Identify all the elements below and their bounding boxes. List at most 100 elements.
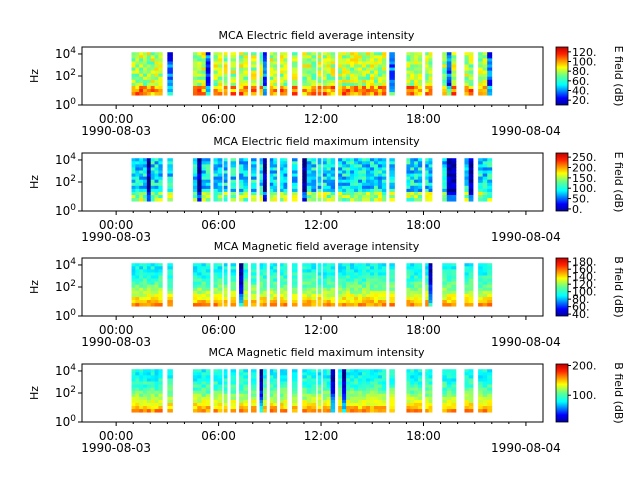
spectrogram-cell bbox=[482, 384, 488, 389]
spectrogram-cell bbox=[366, 281, 371, 286]
spectrogram-cell bbox=[317, 269, 322, 273]
spectrogram-cell bbox=[425, 176, 429, 181]
spectrogram-cell bbox=[446, 296, 452, 301]
spectrogram-cell bbox=[446, 372, 452, 376]
spectrogram-cell bbox=[302, 378, 308, 382]
spectrogram-cell bbox=[143, 92, 148, 96]
spectrogram-cell bbox=[217, 293, 223, 298]
spectrogram-cell bbox=[369, 296, 375, 301]
spectrogram-cell bbox=[425, 195, 429, 199]
spectrogram-cell bbox=[414, 275, 419, 279]
spectrogram-cell bbox=[358, 287, 363, 292]
spectrogram-cell bbox=[230, 67, 237, 72]
spectrogram-cell bbox=[442, 161, 448, 165]
spectrogram-cell bbox=[350, 82, 355, 87]
spectrogram-cell bbox=[342, 266, 347, 270]
spectrogram-cell bbox=[417, 402, 423, 407]
spectrogram-cell bbox=[478, 278, 484, 283]
spectrogram-cell bbox=[135, 300, 140, 304]
spectrogram-cell bbox=[358, 281, 363, 286]
spectrogram-cell bbox=[428, 185, 433, 190]
spectrogram-cell bbox=[302, 381, 308, 385]
spectrogram-cell bbox=[330, 67, 336, 72]
spectrogram-cell bbox=[259, 296, 264, 301]
y-tick-label: 102 bbox=[55, 68, 76, 83]
spectrogram-cell bbox=[350, 67, 355, 72]
spectrogram-cell bbox=[417, 263, 423, 267]
spectrogram-cell bbox=[139, 182, 144, 187]
spectrogram-cell bbox=[273, 290, 278, 295]
spectrogram-cell bbox=[167, 52, 173, 56]
spectrogram-cell bbox=[213, 272, 219, 276]
spectrogram-cell bbox=[464, 275, 470, 279]
spectrogram-cell bbox=[326, 300, 332, 304]
spectrogram-cell bbox=[366, 167, 371, 171]
spectrogram-cell bbox=[451, 396, 457, 401]
colorbar-tick-label: 20. bbox=[572, 94, 590, 107]
spectrogram-cell bbox=[468, 290, 474, 295]
spectrogram-cell bbox=[239, 61, 244, 65]
spectrogram-cell bbox=[464, 281, 470, 286]
spectrogram-cell bbox=[442, 281, 448, 286]
spectrogram-cell bbox=[464, 390, 470, 395]
spectrogram-cell bbox=[131, 278, 136, 283]
spectrogram-cell bbox=[135, 278, 140, 283]
spectrogram-cell bbox=[478, 296, 484, 301]
spectrogram-cell bbox=[223, 92, 228, 96]
spectrogram-cell bbox=[330, 275, 336, 279]
spectrogram-cell bbox=[366, 387, 371, 392]
spectrogram-cell bbox=[283, 167, 288, 171]
spectrogram-cell bbox=[358, 269, 363, 273]
spectrogram-cell bbox=[273, 164, 278, 168]
spectrogram-cell bbox=[201, 191, 207, 196]
spectrogram-cell bbox=[425, 58, 429, 62]
spectrogram-cell bbox=[451, 79, 457, 84]
spectrogram-cell bbox=[158, 67, 163, 72]
spectrogram-cell bbox=[251, 272, 257, 276]
spectrogram-cell bbox=[338, 263, 343, 267]
spectrogram-cell bbox=[311, 300, 317, 304]
spectrogram-cell bbox=[280, 272, 284, 276]
spectrogram-cell bbox=[362, 393, 367, 398]
spectrogram-cell bbox=[135, 179, 140, 184]
spectrogram-cell bbox=[346, 55, 351, 59]
spectrogram-cell bbox=[487, 284, 493, 289]
spectrogram-cell bbox=[167, 179, 173, 184]
spectrogram-cell bbox=[482, 64, 488, 68]
spectrogram-cell bbox=[442, 402, 448, 407]
spectrogram-cell bbox=[425, 266, 429, 270]
spectrogram-cell bbox=[311, 387, 317, 392]
spectrogram-cell bbox=[338, 402, 343, 407]
spectrogram-cell bbox=[350, 170, 355, 174]
spectrogram-cell bbox=[362, 300, 367, 304]
spectrogram-cell bbox=[135, 393, 140, 398]
spectrogram-cell bbox=[414, 179, 419, 184]
spectrogram-cell bbox=[154, 275, 159, 279]
spectrogram-cell bbox=[217, 272, 223, 276]
spectrogram-cell bbox=[369, 173, 375, 178]
spectrogram-cell bbox=[442, 399, 448, 404]
spectrogram-cell bbox=[223, 161, 228, 165]
spectrogram-cell bbox=[143, 269, 148, 273]
spectrogram-cell bbox=[280, 378, 284, 382]
spectrogram-cell bbox=[342, 173, 347, 178]
spectrogram-cell bbox=[201, 167, 207, 171]
spectrogram-cell bbox=[251, 390, 257, 395]
spectrogram-cell bbox=[487, 89, 493, 93]
spectrogram-cell bbox=[143, 176, 148, 181]
spectrogram-cell bbox=[311, 269, 317, 273]
spectrogram-cell bbox=[428, 89, 433, 93]
spectrogram-cell bbox=[217, 89, 223, 93]
spectrogram-cell bbox=[259, 409, 264, 413]
spectrogram-cell bbox=[330, 76, 336, 81]
spectrogram-cell bbox=[464, 85, 470, 90]
spectrogram-cell bbox=[377, 287, 383, 292]
spectrogram-cell bbox=[362, 61, 367, 65]
spectrogram-cell bbox=[464, 287, 470, 292]
spectrogram-cell bbox=[306, 300, 312, 304]
spectrogram-cell bbox=[158, 73, 163, 78]
spectrogram-cell bbox=[146, 188, 152, 193]
spectrogram-cell bbox=[302, 284, 308, 289]
spectrogram-cell bbox=[273, 384, 278, 389]
spectrogram-cell bbox=[330, 188, 336, 193]
